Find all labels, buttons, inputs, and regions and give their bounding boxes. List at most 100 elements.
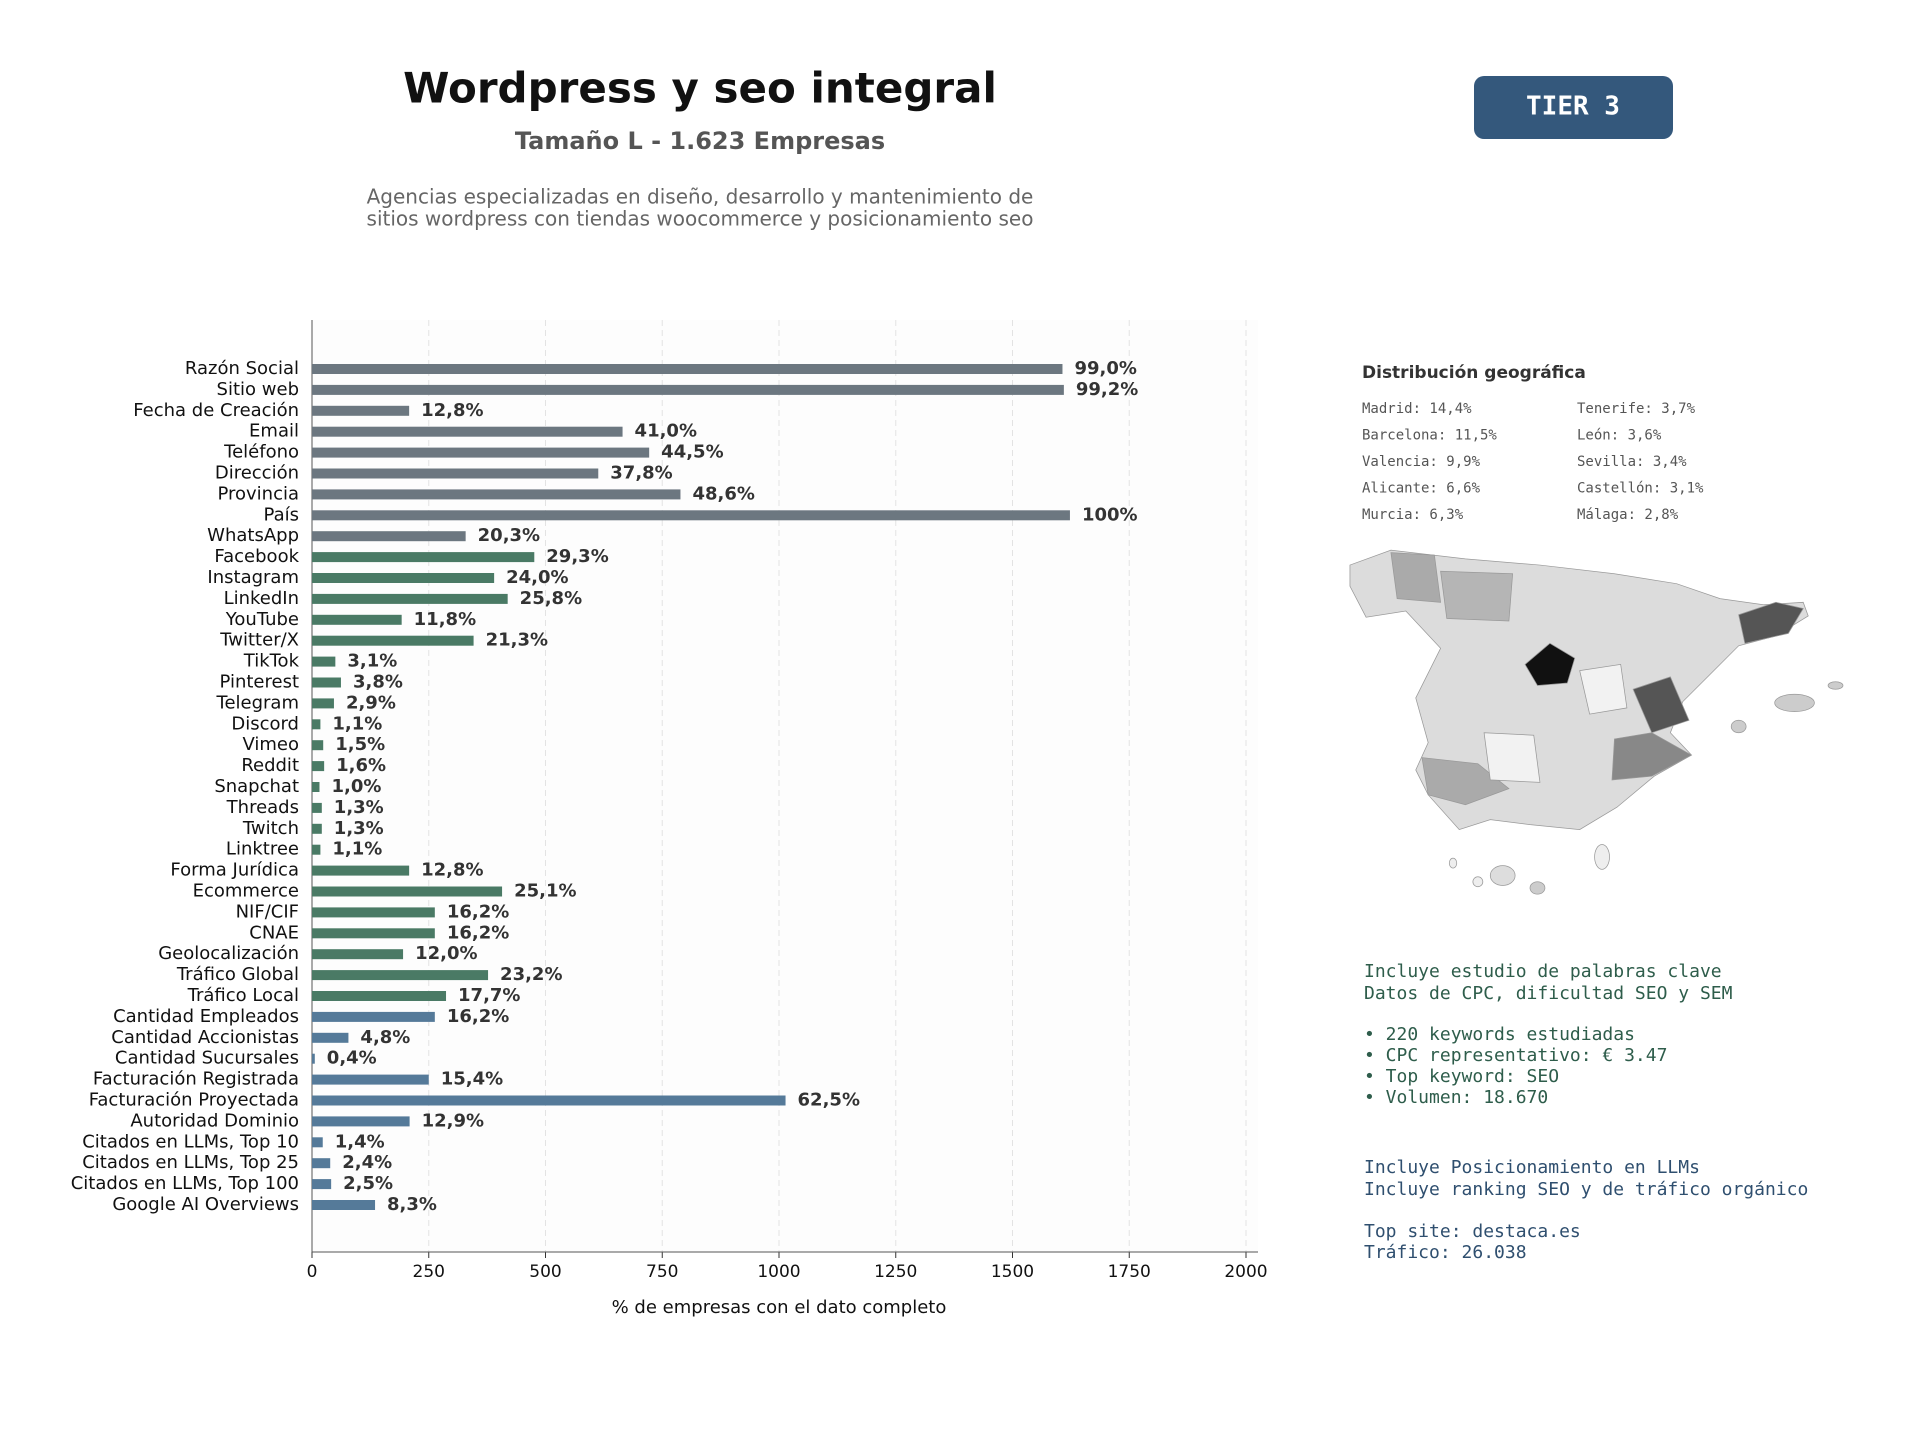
y-tick-label: Fecha de Creación [133, 400, 299, 421]
y-tick-label: Forma Jurídica [170, 860, 299, 881]
value-label: 25,1% [514, 881, 576, 902]
value-label: 16,2% [447, 901, 509, 922]
bar [312, 782, 320, 792]
geo-title: Distribución geográfica [1362, 363, 1586, 383]
map [1349, 549, 1844, 895]
tier-badge-label: TIER 3 [1526, 92, 1620, 122]
y-tick-label: Dirección [215, 463, 299, 484]
bar [312, 1137, 323, 1148]
y-tick-label: Tráfico Local [187, 985, 299, 1006]
value-label: 1,5% [335, 734, 385, 755]
bar [312, 364, 1063, 374]
value-label: 17,7% [458, 985, 520, 1006]
value-label: 12,0% [415, 943, 477, 964]
bar [312, 468, 599, 479]
keyword-bullet: • CPC representativo: € 3.47 [1364, 1045, 1667, 1066]
bar [312, 405, 410, 416]
value-label: 2,5% [343, 1173, 393, 1194]
y-tick-label: Pinterest [219, 672, 299, 693]
bar [312, 991, 447, 1001]
value-label: 37,8% [610, 463, 672, 484]
geo-entry: Madrid: 14,4% [1362, 401, 1472, 417]
x-tick-label: 1000 [757, 1262, 800, 1282]
value-label: 15,4% [441, 1069, 503, 1090]
y-tick-label: LinkedIn [224, 588, 299, 609]
y-tick-label: Facturación Proyectada [89, 1090, 299, 1111]
keyword-info: Datos de CPC, dificultad SEO y SEM [1364, 983, 1733, 1004]
y-tick-label: Discord [231, 713, 299, 734]
bar [312, 823, 322, 834]
bar [312, 740, 324, 751]
geo-entry: Alicante: 6,6% [1362, 481, 1481, 497]
bar [312, 593, 508, 604]
bar [312, 886, 503, 897]
value-label: 16,2% [447, 922, 509, 943]
y-tick-label: Facturación Registrada [93, 1069, 299, 1090]
y-tick-label: Citados en LLMs, Top 100 [71, 1173, 299, 1194]
keyword-bullet: • Volumen: 18.670 [1364, 1087, 1548, 1108]
y-tick-label: Vimeo [242, 734, 299, 755]
y-tick-label: Autoridad Dominio [130, 1110, 299, 1131]
value-label: 2,9% [346, 692, 396, 713]
value-label: 1,3% [334, 797, 384, 818]
value-label: 2,4% [342, 1152, 392, 1173]
bar [312, 802, 322, 813]
value-label: 25,8% [520, 588, 582, 609]
x-tick-label: 750 [646, 1262, 678, 1282]
value-label: 20,3% [478, 525, 540, 546]
y-tick-label: Tráfico Global [176, 964, 299, 985]
value-label: 12,9% [422, 1110, 484, 1131]
value-label: 16,2% [447, 1006, 509, 1027]
value-label: 1,6% [336, 755, 386, 776]
y-tick-label: Razón Social [185, 358, 299, 379]
y-tick-label: Email [249, 421, 299, 442]
y-tick-label: Teléfono [223, 442, 299, 463]
bar [312, 384, 1064, 395]
y-tick-label: WhatsApp [207, 525, 299, 546]
description: sitios wordpress con tiendas woocommerce… [367, 207, 1034, 231]
y-tick-label: Twitter/X [219, 630, 299, 651]
value-label: 48,6% [692, 483, 754, 504]
bar [312, 1179, 332, 1190]
bar [312, 1158, 331, 1169]
bar [312, 1200, 376, 1210]
bar [312, 970, 489, 981]
value-label: 12,8% [421, 400, 483, 421]
y-tick-label: Cantidad Accionistas [111, 1027, 299, 1048]
bar [312, 1074, 429, 1085]
value-label: 1,0% [331, 776, 381, 797]
bar [312, 656, 336, 667]
value-label: 4,8% [360, 1027, 410, 1048]
bar [312, 573, 495, 583]
y-tick-label: Linktree [226, 839, 299, 860]
subtitle: Tamaño L - 1.623 Empresas [515, 127, 885, 155]
geo-entry: Murcia: 6,3% [1362, 507, 1464, 523]
y-tick-label: YouTube [225, 609, 299, 630]
bar [312, 761, 325, 772]
geo-entry: Tenerife: 3,7% [1577, 401, 1696, 417]
x-tick-label: 2000 [1224, 1262, 1267, 1282]
value-label: 1,1% [332, 713, 382, 734]
y-tick-label: Geolocalización [158, 943, 299, 964]
y-tick-label: Citados en LLMs, Top 10 [82, 1131, 299, 1152]
bar [312, 614, 402, 625]
value-label: 12,8% [421, 860, 483, 881]
llm-info: Incluye ranking SEO y de tráfico orgánic… [1364, 1179, 1808, 1200]
bar [312, 531, 466, 542]
x-axis-label: % de empresas con el dato completo [612, 1297, 947, 1318]
bar [312, 635, 474, 646]
value-label: 0,4% [327, 1048, 377, 1069]
y-tick-label: Google AI Overviews [112, 1194, 299, 1215]
keyword-bullet: • Top keyword: SEO [1364, 1066, 1559, 1087]
keyword-bullet: • 220 keywords estudiadas [1364, 1024, 1635, 1045]
y-tick-label: NIF/CIF [236, 901, 299, 922]
value-label: 3,8% [353, 672, 403, 693]
llm-info: Incluye Posicionamiento en LLMs [1364, 1157, 1700, 1178]
top-site: Top site: destaca.es [1364, 1221, 1581, 1242]
y-tick-label: Reddit [241, 755, 299, 776]
bar [312, 1095, 786, 1106]
description: Agencias especializadas en diseño, desar… [367, 185, 1034, 209]
y-tick-label: Provincia [217, 483, 299, 504]
bar [312, 552, 535, 563]
